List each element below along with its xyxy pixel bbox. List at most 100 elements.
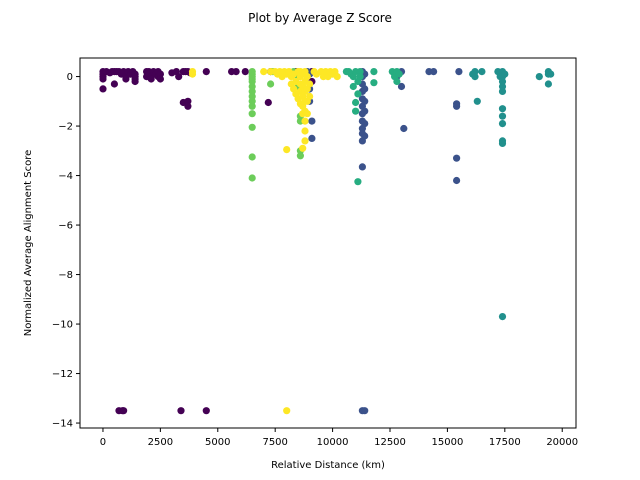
data-point [264, 98, 272, 107]
data-point [544, 80, 553, 88]
data-point [498, 87, 507, 95]
data-point [395, 70, 403, 78]
x-tick-label: 12500 [374, 437, 406, 448]
data-point [306, 92, 314, 100]
data-point [248, 87, 256, 95]
data-point [99, 75, 107, 83]
data-point [430, 68, 438, 76]
data-point [248, 123, 256, 131]
data-point [547, 70, 555, 78]
data-point [471, 73, 479, 81]
data-point [299, 144, 307, 152]
data-point [333, 73, 341, 81]
data-point [498, 112, 507, 120]
data-point [361, 107, 369, 115]
data-point [260, 68, 268, 76]
x-axis-ticks: 0 2500 5000 7500 10000 12500 15000 17500 20000 [100, 428, 578, 448]
y-tick-label: −6 [58, 221, 73, 232]
data-point [248, 153, 256, 161]
data-point [361, 120, 369, 128]
series-3 [342, 68, 403, 186]
data-point [356, 68, 364, 76]
data-point [122, 75, 130, 83]
data-point [184, 102, 192, 110]
data-point [248, 102, 256, 110]
y-axis-label: Normalized Average Alignment Score [23, 150, 34, 337]
data-point [498, 139, 507, 147]
data-point [184, 97, 192, 105]
data-point [473, 97, 481, 105]
data-point [308, 134, 316, 142]
y-tick-label: −12 [52, 369, 73, 380]
data-point [177, 407, 185, 415]
data-point [370, 79, 378, 87]
y-tick-label: −2 [58, 122, 73, 133]
data-point [354, 178, 362, 186]
data-point [352, 107, 360, 115]
data-point [361, 132, 369, 140]
data-point [501, 70, 509, 78]
data-point [301, 127, 309, 135]
y-tick-label: −10 [52, 320, 73, 331]
series-2 [469, 68, 555, 321]
data-point [356, 73, 364, 81]
data-points [99, 68, 555, 415]
y-tick-label: −4 [58, 171, 73, 182]
x-tick-label: 10000 [317, 437, 349, 448]
x-tick-label: 17500 [489, 437, 521, 448]
data-point [248, 110, 256, 118]
data-point [301, 117, 309, 125]
data-point [301, 137, 309, 145]
data-point [358, 163, 366, 171]
data-point [99, 85, 107, 93]
data-point [352, 98, 360, 107]
data-point [478, 68, 486, 76]
data-point [498, 313, 507, 321]
data-point [202, 68, 210, 76]
data-point [241, 68, 249, 76]
data-point [400, 124, 408, 133]
data-point [296, 152, 304, 160]
data-point [248, 174, 256, 182]
data-point [147, 75, 155, 83]
data-point [188, 70, 197, 78]
data-point [120, 407, 128, 415]
data-point [370, 68, 378, 76]
data-point [267, 80, 275, 88]
data-point [248, 77, 256, 86]
data-point [283, 146, 291, 154]
data-point [131, 77, 139, 86]
data-point [349, 82, 357, 91]
data-point [453, 176, 461, 185]
data-point [397, 82, 406, 91]
x-tick-label: 15000 [432, 437, 464, 448]
data-point [471, 68, 479, 76]
x-tick-label: 20000 [546, 437, 578, 448]
data-point [361, 85, 369, 93]
series-5 [188, 68, 341, 415]
series-0 [99, 68, 316, 415]
x-axis-label: Relative Distance (km) [271, 460, 385, 471]
data-point [283, 407, 291, 415]
data-point [498, 105, 507, 113]
data-point [354, 90, 362, 98]
x-tick-label: 7500 [262, 437, 287, 448]
data-point [202, 407, 210, 415]
data-point [361, 97, 369, 105]
data-point [232, 68, 240, 76]
data-point [535, 73, 543, 81]
y-tick-label: −8 [58, 270, 73, 281]
y-tick-label: −14 [52, 419, 73, 430]
x-tick-label: 5000 [205, 437, 230, 448]
data-point [498, 77, 507, 86]
data-point [455, 68, 463, 76]
x-tick-label: 0 [100, 437, 106, 448]
data-point [308, 117, 316, 125]
data-point [156, 75, 164, 83]
data-point [361, 407, 369, 415]
y-tick-label: 0 [67, 72, 73, 83]
data-point [110, 80, 118, 88]
data-point [498, 120, 507, 128]
data-point [303, 110, 311, 118]
